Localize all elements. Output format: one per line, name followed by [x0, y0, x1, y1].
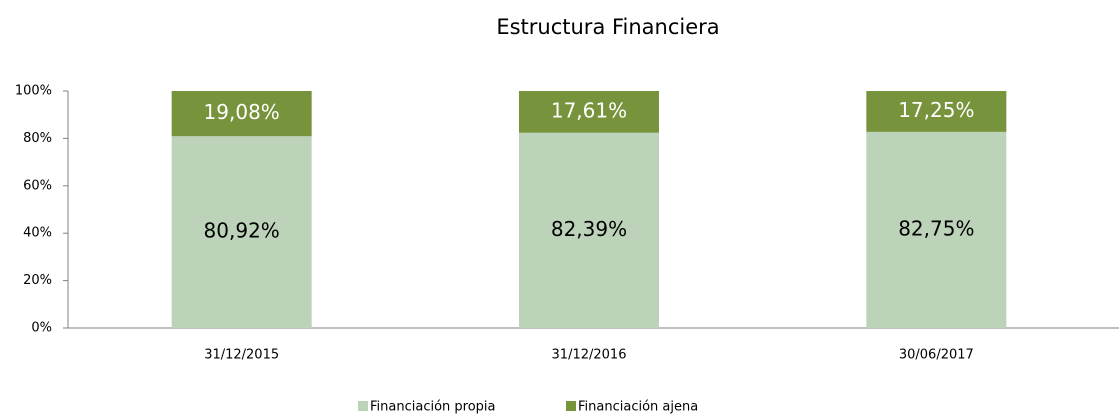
legend-label: Financiación ajena — [578, 400, 698, 415]
bar-segment — [866, 91, 1007, 132]
x-tick-label: 30/06/2017 — [899, 348, 974, 363]
legend-swatch — [358, 401, 368, 411]
data-label: 82,75% — [898, 216, 974, 240]
y-tick-label: 40% — [23, 226, 52, 241]
x-tick-label: 31/12/2016 — [552, 348, 627, 363]
data-label: 17,25% — [898, 98, 974, 122]
legend-swatch — [566, 401, 576, 411]
data-label: 80,92% — [204, 219, 280, 243]
y-tick-label: 60% — [23, 178, 52, 193]
y-tick-label: 20% — [23, 273, 52, 288]
bar-segment — [171, 91, 312, 137]
legend-label: Financiación propia — [370, 400, 496, 415]
data-label: 19,08% — [204, 100, 280, 124]
bar-segment — [519, 132, 659, 328]
chart-title: Estructura Financiera — [496, 15, 719, 39]
bar-segment — [519, 91, 659, 133]
x-tick-label: 31/12/2015 — [204, 348, 279, 363]
data-label: 82,39% — [551, 217, 627, 241]
bar-segment — [866, 131, 1007, 328]
y-tick-label: 0% — [31, 321, 52, 336]
y-tick-label: 80% — [23, 131, 52, 146]
data-label: 17,61% — [551, 98, 627, 122]
bar-segment — [171, 136, 312, 328]
y-tick-label: 100% — [15, 84, 52, 99]
